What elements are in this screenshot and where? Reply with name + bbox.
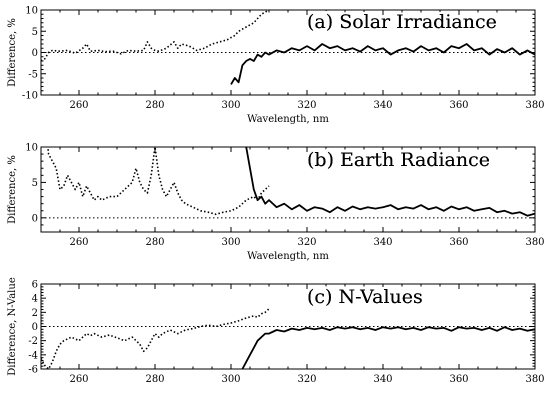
x-tick-label: 340 — [373, 100, 392, 111]
svg-text:(b) Earth Radiance: (b) Earth Radiance — [307, 149, 490, 171]
series-dotted-line — [41, 147, 270, 216]
svg-text:(a) Solar Irradiance: (a) Solar Irradiance — [307, 11, 497, 33]
y-axis-label: Difference, % — [7, 18, 18, 87]
x-tick-label: 380 — [525, 374, 544, 385]
x-tick-label: 280 — [145, 237, 164, 248]
y-tick-label: 0 — [32, 48, 38, 59]
plot-frame — [40, 283, 536, 370]
y-tick-label: -6 — [28, 365, 38, 376]
x-tick-label: 260 — [69, 374, 88, 385]
x-tick-label: 320 — [297, 100, 316, 111]
x-tick-label: 320 — [297, 374, 316, 385]
panel-1: 260 280 300 320 340 360 380 -10 -5 0 5 10 Wavelength… — [7, 6, 545, 126]
y-tick-label: -4 — [28, 350, 38, 361]
x-tick-label: 340 — [373, 374, 392, 385]
y-tick-label: -2 — [28, 336, 38, 347]
y-tick-label: 5 — [32, 178, 38, 189]
series-dotted-line — [41, 10, 270, 62]
series-solid-line — [241, 326, 535, 369]
x-tick-label: 340 — [373, 237, 392, 248]
y-tick-label: 10 — [25, 6, 38, 17]
panel-title: (b) Earth Radiance — [307, 149, 490, 171]
x-tick-label: 320 — [297, 237, 316, 248]
series-solid-line — [230, 43, 535, 85]
series-solid-line — [245, 147, 535, 217]
panel-3: 260 280 300 320 340 360 380 -6 -4 -2 0 2 4 6 Differenc… — [7, 277, 545, 385]
y-tick-label: 0 — [32, 213, 38, 224]
y-tick-label: 5 — [32, 27, 38, 38]
x-tick-label: 360 — [449, 374, 468, 385]
x-axis-label: Wavelength, nm — [247, 251, 329, 262]
series-dotted-line — [41, 308, 270, 369]
x-tick-label: 360 — [449, 100, 468, 111]
x-tick-label: 280 — [145, 100, 164, 111]
y-tick-label: 10 — [25, 143, 38, 154]
x-axis-label: Wavelength, nm — [247, 114, 329, 125]
x-tick-label: 300 — [221, 100, 240, 111]
panel-title: (c) N-Values — [307, 286, 423, 308]
panel-title: (a) Solar Irradiance — [307, 11, 497, 33]
x-tick-label: 360 — [449, 237, 468, 248]
y-axis-label: Difference, % — [7, 155, 18, 224]
x-tick-label: 380 — [525, 237, 544, 248]
y-tick-label: 4 — [32, 294, 38, 305]
svg-text:(c) N-Values: (c) N-Values — [307, 286, 423, 308]
x-tick-label: 260 — [69, 237, 88, 248]
y-tick-label: 2 — [32, 308, 38, 319]
y-axis-label: Difference, N-Value — [7, 277, 18, 376]
x-tick-label: 300 — [221, 374, 240, 385]
y-tick-label: 0 — [32, 322, 38, 333]
x-tick-label: 380 — [525, 100, 544, 111]
panel-2: 260 280 300 320 340 360 380 0 5 10 Wavelength, nm D… — [7, 143, 545, 263]
x-tick-label: 300 — [221, 237, 240, 248]
x-tick-label: 260 — [69, 100, 88, 111]
x-tick-label: 280 — [145, 374, 164, 385]
y-tick-label: 6 — [32, 280, 38, 291]
y-tick-label: -5 — [28, 69, 38, 80]
y-tick-label: -10 — [22, 91, 38, 102]
